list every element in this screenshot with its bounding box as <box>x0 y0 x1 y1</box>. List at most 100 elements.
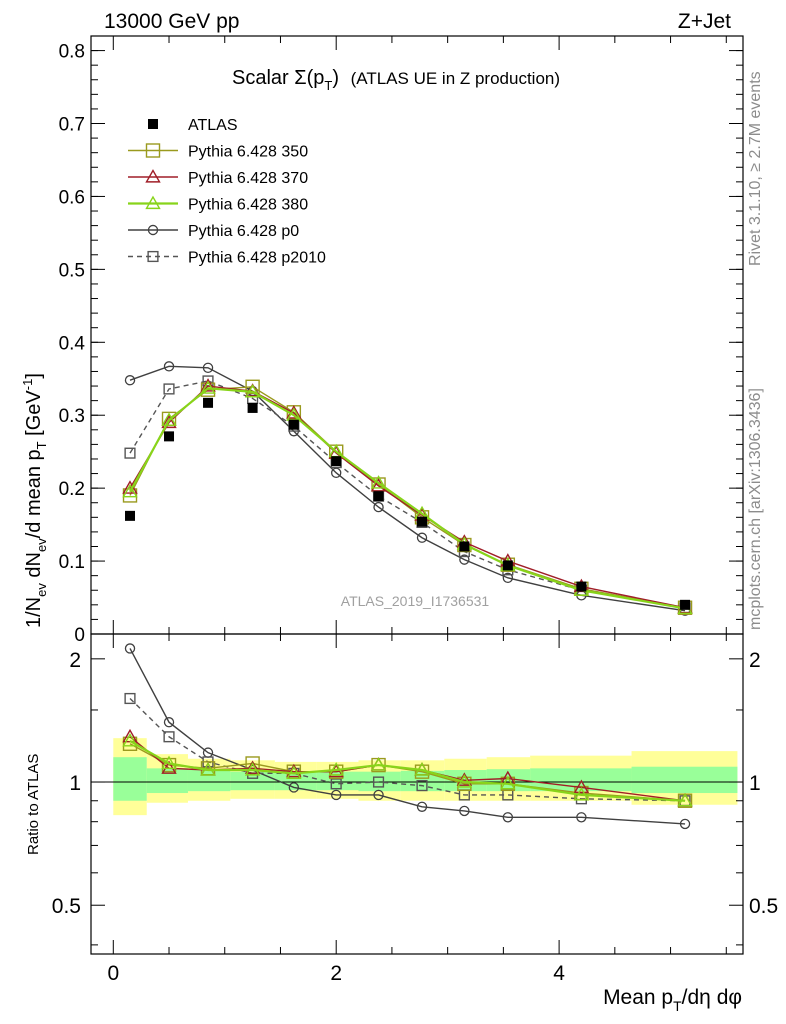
data-point <box>373 491 384 502</box>
data-point <box>576 581 587 592</box>
ratio-y-tick-label: 0.5 <box>52 895 81 918</box>
data-point <box>124 375 136 386</box>
uncertainty-band-green <box>113 757 147 801</box>
x-axis-label: Mean pT/dη dφ <box>603 986 742 1014</box>
ratio-y-label: Ratio to ATLAS <box>25 754 42 855</box>
legend-entry: Pythia 6.428 380 <box>128 195 308 214</box>
data-point <box>680 599 691 610</box>
ratio-point <box>576 812 587 823</box>
uncertainty-band-green <box>530 768 632 792</box>
data-point <box>288 419 299 430</box>
y-tick-label: 0.6 <box>59 187 85 208</box>
ratio-series-pythia-6-428-p0 <box>124 643 691 830</box>
ylabel-part-1: ev <box>34 583 49 597</box>
title-close: ) <box>332 67 339 89</box>
ratio-point <box>502 789 514 801</box>
process-label: Z+Jet <box>678 10 731 33</box>
y-tick-label: 0.4 <box>59 333 86 354</box>
ylabel-part-2: dN <box>23 552 45 583</box>
ylabel-part-0: 1/N <box>23 597 45 628</box>
ratio-point <box>679 818 691 830</box>
xlabel-part-0: Mean p <box>603 986 673 1009</box>
data-point <box>502 572 514 584</box>
series-pythia-6-428-p2010 <box>124 375 691 614</box>
data-point <box>163 383 175 395</box>
ratio-point <box>458 789 470 801</box>
ratio-point <box>416 801 428 812</box>
ratio-point <box>330 789 342 801</box>
ratio-y-tick-label: 2 <box>69 649 81 672</box>
series-pythia-6-428-380 <box>122 380 693 615</box>
data-point <box>416 532 428 543</box>
uncertainty-band-green <box>146 768 188 794</box>
ratio-point <box>244 762 261 776</box>
legend: ATLAS Pythia 6.428 350 Pythia 6.428 370 Pyt… <box>128 117 326 267</box>
legend-marker <box>145 143 161 158</box>
legend-label: Pythia 6.428 370 <box>188 170 308 187</box>
ratio-point <box>200 762 216 776</box>
data-point <box>331 456 342 467</box>
legend-label: ATLAS <box>188 117 238 134</box>
ratio-frame <box>90 633 744 955</box>
data-point <box>459 541 470 552</box>
ratio-point <box>459 805 470 817</box>
analysis-id: ATLAS_2019_I1736531 <box>341 593 490 609</box>
y-tick-label: 0.3 <box>59 406 85 427</box>
series-line <box>129 386 686 609</box>
ratio-point <box>416 780 428 792</box>
ratio-point <box>372 776 385 788</box>
ratio-line <box>129 740 686 802</box>
ratio-point <box>370 757 387 771</box>
y-tick-label: 0.1 <box>59 552 85 573</box>
ratio-point <box>456 774 473 788</box>
ratio-point <box>124 643 136 654</box>
ratio-point <box>124 692 136 705</box>
ratio-point <box>122 733 138 747</box>
legend-marker <box>147 224 159 236</box>
ratio-point <box>500 775 516 790</box>
y-tick-label: 0.5 <box>59 260 85 281</box>
title-sub: T <box>324 78 332 93</box>
y-tick-label: 0.8 <box>59 42 85 63</box>
ratio-point <box>573 787 590 801</box>
legend-marker <box>147 250 159 263</box>
ratio-point <box>244 760 261 774</box>
ratio-point <box>163 731 175 743</box>
plot-title: Scalar Σ(pT) (ATLAS UE in Z production) <box>232 67 560 93</box>
ratio-y-tick-label: 1 <box>69 772 81 795</box>
data-point <box>124 447 136 459</box>
data-point <box>247 402 258 413</box>
ratio-point <box>502 812 514 823</box>
y-tick-label: 0 <box>74 625 85 646</box>
data-point <box>502 560 513 571</box>
legend-entry: Pythia 6.428 p2010 <box>128 250 326 267</box>
ratio-plot-marks <box>91 643 743 830</box>
x-tick-label: 4 <box>553 962 565 985</box>
x-tick-label: 0 <box>107 962 119 985</box>
series-line <box>129 365 686 612</box>
ratio-line <box>129 648 686 825</box>
legend-entry: Pythia 6.428 350 <box>128 143 308 161</box>
ratio-point <box>456 772 473 786</box>
legend-entry: ATLAS <box>148 117 238 134</box>
ratio-series-pythia-6-428-380 <box>122 733 693 807</box>
ratio-point <box>373 789 384 801</box>
ratio-point <box>330 778 342 790</box>
data-point <box>125 510 136 521</box>
ratio-y-tick-label-right: 2 <box>749 649 761 672</box>
xlabel-part-2: /dη dφ <box>682 986 742 1009</box>
ratio-axes: 0.5 0.5 1 1 2 2 0 2 4 <box>52 634 778 985</box>
ratio-point <box>163 717 175 728</box>
legend-label: Pythia 6.428 350 <box>188 144 308 161</box>
collision-label: 13000 GeV pp <box>104 10 239 33</box>
ratio-line <box>129 697 686 802</box>
ratio-panel: 0.5 0.5 1 1 2 2 0 2 4 Ratio to ATLAS Mean pT/dη … <box>25 633 778 1014</box>
data-point <box>161 412 177 426</box>
data-point <box>122 483 138 498</box>
data-point <box>245 379 260 394</box>
data-point <box>200 380 216 394</box>
series-line <box>129 387 686 610</box>
legend-label: Pythia 6.428 p0 <box>188 223 299 240</box>
data-point <box>370 475 387 489</box>
series-line <box>129 380 686 609</box>
